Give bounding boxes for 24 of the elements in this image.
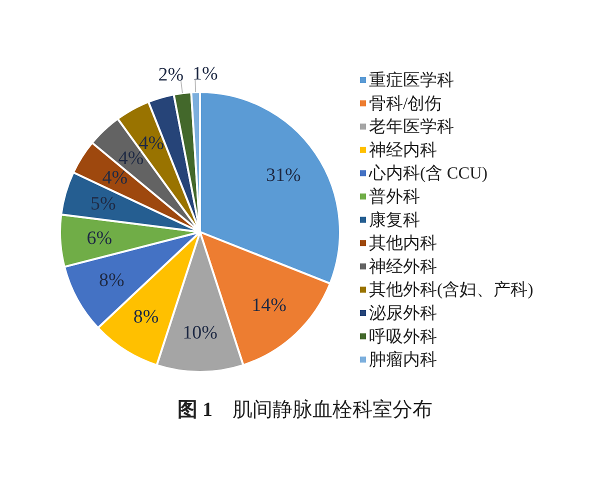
data-label: 1% [192,64,218,85]
data-label: 10% [182,322,218,344]
data-label: 31% [266,164,301,186]
data-label: 5% [90,193,116,214]
legend-label: 重症医学科 [369,70,454,90]
legend-label: 呼吸外科 [369,326,437,346]
data-label: 4% [102,167,128,188]
legend-label: 心内科(含 CCU) [368,164,488,183]
legend-label: 泌尿外科 [369,304,437,322]
legend-label: 神经内科 [369,140,437,160]
legend-label: 普外科 [369,187,420,206]
legend-label: 康复科 [369,210,420,230]
legend-label: 神经外科 [369,256,437,276]
data-label: 8% [133,306,159,328]
text: 图 1 肌间静脉血栓科室分布 [178,398,432,421]
data-label: 14% [252,294,287,316]
data-label: 6% [86,228,112,249]
data-label: 8% [99,270,125,292]
legend-label: 老年医学科 [369,117,454,136]
legend-label: 骨科/创伤 [369,94,442,113]
data-label: 2% [158,64,184,86]
legend-label: 肿瘤内科 [369,350,437,370]
legend-label: 其他外科(含妇、产科) [369,280,534,300]
legend-label: 其他内科 [369,234,437,253]
